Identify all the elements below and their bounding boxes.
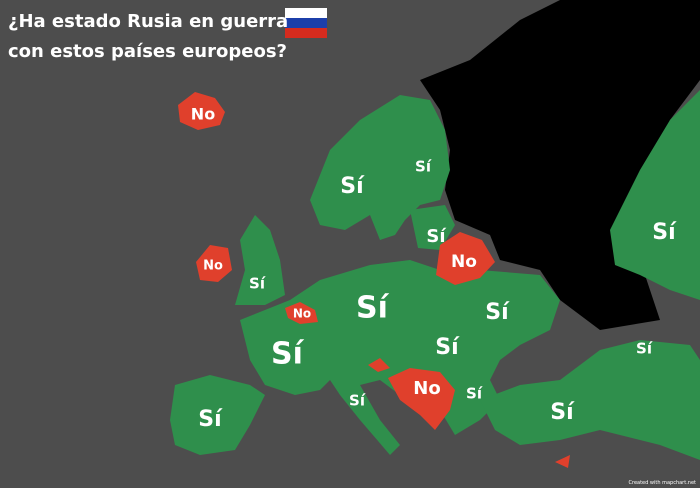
slovenia — [368, 358, 390, 372]
country-label: Sí — [356, 291, 390, 326]
iceland — [178, 92, 225, 130]
country-label: Sí — [466, 385, 483, 403]
country-label: Sí — [198, 407, 223, 432]
country-label: Sí — [271, 337, 305, 372]
iberia — [170, 375, 265, 455]
title-line: con estos países europeos? — [8, 41, 287, 62]
nordic — [310, 95, 450, 240]
cyprus — [555, 455, 570, 468]
country-label: Sí — [652, 220, 677, 245]
country-label: Sí — [636, 340, 653, 358]
country-label: Sí — [485, 300, 510, 325]
baltics — [410, 205, 455, 250]
kazakhstan — [610, 90, 700, 300]
credit: Created with mapchart.net — [629, 480, 697, 486]
turkey-caucasus — [480, 340, 700, 460]
country-label: Sí — [349, 392, 366, 410]
country-label: Sí — [426, 226, 446, 247]
serbia-bosnia — [388, 368, 455, 430]
switzerland — [285, 302, 318, 324]
country-label: No — [413, 378, 440, 399]
country-label: Sí — [550, 400, 575, 425]
country-label: No — [293, 307, 311, 321]
uk — [235, 215, 285, 305]
title-line: ¿Ha estado Rusia en guerra — [8, 11, 288, 32]
country-label: Sí — [435, 335, 460, 360]
country-label: Sí — [340, 174, 365, 199]
country-label: No — [191, 105, 215, 124]
central-europe — [240, 260, 560, 455]
country-label: Sí — [415, 158, 432, 176]
country-label: Sí — [249, 275, 266, 293]
russia-flag — [285, 8, 327, 38]
country-label: No — [451, 252, 477, 272]
belarus — [436, 232, 495, 285]
ireland — [196, 245, 232, 282]
country-label: No — [203, 259, 223, 274]
